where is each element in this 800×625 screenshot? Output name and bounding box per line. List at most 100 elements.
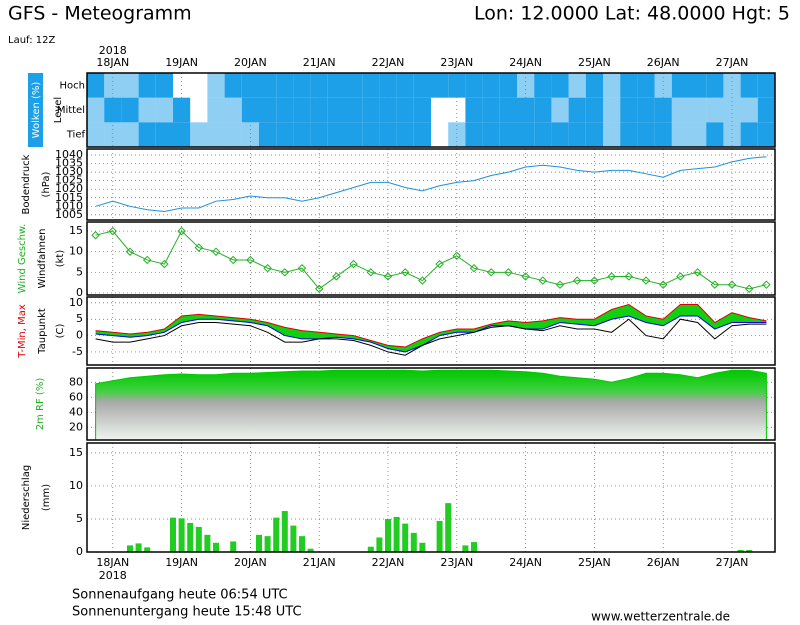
- marker: [744, 284, 754, 294]
- cloud-cell: [155, 73, 173, 98]
- x-tick-label: 27JAN: [716, 56, 749, 69]
- cloud-cell: [190, 73, 207, 98]
- cloud-cell: [534, 73, 552, 98]
- title: GFS - Meteogramm: [8, 3, 192, 25]
- panel-frame: [86, 148, 776, 221]
- x-tick-label: 20JAN: [234, 56, 267, 69]
- y-tick-label: -5: [72, 345, 83, 358]
- y-tick-label: 1025: [55, 174, 83, 187]
- marker: [572, 276, 582, 285]
- cloud-cell: [620, 97, 638, 123]
- bar: [367, 546, 374, 552]
- x-tick-label: 25JAN: [578, 56, 611, 69]
- panel-frame: [86, 367, 776, 441]
- marker: [727, 280, 737, 289]
- marker: [504, 268, 513, 277]
- cloud-cell: [87, 73, 105, 98]
- line: [95, 303, 767, 348]
- bar: [290, 525, 297, 552]
- cloud-cell: [603, 97, 621, 123]
- cloud-cell: [173, 122, 191, 147]
- cloud-cell: [465, 73, 483, 98]
- cloud-cell: [413, 73, 431, 98]
- row-label: Tief: [66, 130, 86, 141]
- cloud-cell: [345, 97, 363, 123]
- cloud-cell: [293, 97, 311, 123]
- year-label: 2018: [99, 569, 127, 582]
- bar: [178, 518, 185, 552]
- cloud-cell: [482, 97, 500, 123]
- marker: [332, 272, 341, 281]
- marker: [91, 230, 100, 240]
- bar: [213, 542, 219, 552]
- cloud-cell: [379, 73, 397, 98]
- bar: [256, 534, 262, 552]
- cloud-cell: [241, 122, 259, 147]
- x-tick-label: 18JAN: [96, 556, 129, 569]
- y-tick-label: 0: [76, 329, 83, 342]
- cloud-cell: [310, 122, 328, 147]
- cloud-cell: [155, 97, 173, 123]
- sunset: Sonnenuntergang heute 15:48 UTC: [72, 605, 302, 620]
- cloud-cell: [362, 73, 380, 98]
- bar: [445, 503, 452, 552]
- y-axis-label: Taupunkt: [37, 308, 48, 355]
- row-label: Mittel: [57, 105, 85, 116]
- temp-range: [95, 304, 767, 352]
- row-label: Hoch: [60, 80, 85, 91]
- marker: [211, 247, 221, 256]
- website: www.wetterzentrale.de: [591, 610, 730, 624]
- bar: [385, 518, 391, 552]
- marker: [435, 259, 444, 269]
- cloud-cell: [585, 122, 603, 147]
- y-tick-label: 0: [76, 545, 83, 558]
- cloud-cell: [499, 73, 517, 98]
- cloud-cell: [603, 122, 621, 147]
- cloud-cell: [740, 122, 758, 147]
- cloud-cell: [706, 73, 724, 98]
- panel-frame: [86, 296, 776, 366]
- cloud-cell: [551, 97, 569, 123]
- y-tick-label: 5: [76, 312, 83, 325]
- cloud-cell: [706, 122, 724, 147]
- y-tick-label: 0: [76, 286, 83, 299]
- marker: [228, 255, 238, 265]
- marker: [676, 272, 685, 281]
- bar: [376, 537, 383, 552]
- bar: [230, 541, 237, 552]
- cloud-cell: [138, 97, 156, 123]
- marker: [555, 280, 565, 289]
- bar: [195, 526, 202, 552]
- line: [95, 156, 767, 212]
- cloud-cell: [585, 97, 603, 123]
- y-tick-label: 1040: [55, 148, 83, 161]
- cloud-cell: [276, 122, 294, 147]
- cloud-cell: [293, 73, 311, 98]
- bar: [144, 547, 151, 552]
- y-tick-label: 10: [69, 479, 83, 492]
- y-tick-label: 5: [76, 265, 83, 278]
- cloud-cell: [138, 122, 156, 147]
- y-axis-label: Level: [53, 97, 64, 123]
- cloud-cell: [723, 97, 741, 123]
- cloud-cell: [396, 122, 414, 147]
- cloud-cell: [431, 73, 449, 98]
- y-tick-label: 40: [69, 405, 83, 418]
- marker: [693, 268, 702, 277]
- bar: [737, 550, 744, 552]
- marker: [314, 284, 324, 294]
- marker: [177, 226, 186, 236]
- marker: [607, 272, 616, 281]
- marker: [297, 263, 307, 273]
- cloud-cell: [207, 122, 225, 147]
- cloud-cell: [259, 97, 277, 123]
- cloud-cell: [138, 73, 156, 98]
- cloud-cell: [568, 122, 586, 147]
- y-tick-label: 15: [69, 446, 83, 459]
- x-tick-label: 19JAN: [165, 56, 198, 69]
- marker: [263, 263, 272, 273]
- x-tick-label: 19JAN: [165, 556, 198, 569]
- y-tick-label: 1035: [55, 157, 83, 170]
- cloud-cell: [465, 122, 483, 147]
